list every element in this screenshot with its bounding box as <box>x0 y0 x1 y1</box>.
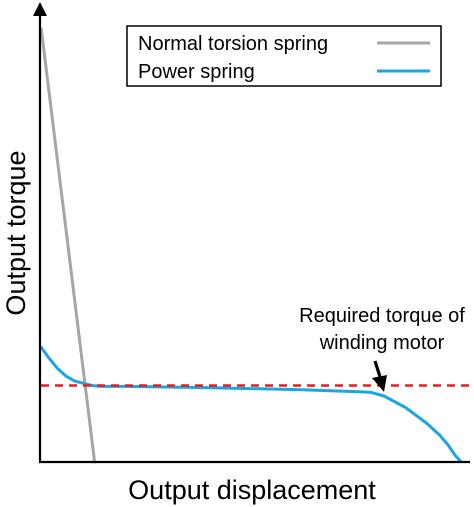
annotation-arrow-head <box>372 375 387 392</box>
axes <box>33 2 470 464</box>
plot-area <box>39 27 469 464</box>
legend-label-power-spring: Power spring <box>138 61 255 83</box>
series-line-normal-torsion-spring <box>39 27 97 464</box>
legend-box <box>126 25 442 87</box>
reference-annotation: Required torque of winding motor <box>299 305 465 392</box>
reference-label-line-1: Required torque of <box>299 305 465 327</box>
y-axis-arrow <box>33 2 47 16</box>
y-axis-title: Output torque <box>1 150 31 315</box>
x-axis-title: Output displacement <box>128 475 376 505</box>
reference-label-line-2: winding motor <box>319 332 445 354</box>
legend: Normal torsion spring Power spring <box>126 25 442 87</box>
series-line-power-spring <box>39 346 462 463</box>
legend-label-normal-torsion-spring: Normal torsion spring <box>138 33 328 55</box>
